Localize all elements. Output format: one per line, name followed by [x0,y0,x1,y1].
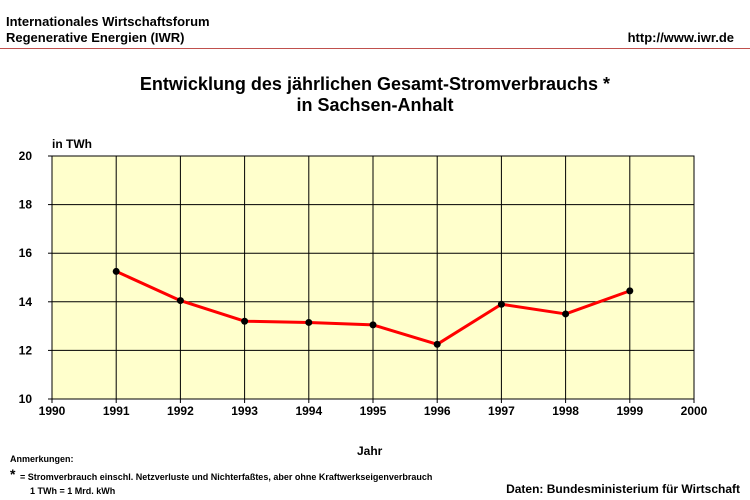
data-point [562,310,570,318]
x-tick-label: 1995 [360,404,387,418]
chart-title-line2: in Sachsen-Anhalt [296,95,454,115]
header-divider [0,48,750,49]
x-tick-label: 1996 [424,404,451,418]
x-tick-label: 1991 [103,404,130,418]
notes-definition: = Stromverbrauch einschl. Netzverluste u… [20,472,433,482]
data-point [626,287,634,295]
data-point [497,300,505,308]
x-tick-label: 1999 [616,404,643,418]
data-point [176,297,184,305]
notes-title: Anmerkungen: [10,454,74,464]
y-tick-label: 10 [19,392,33,406]
y-tick-label: 12 [19,343,33,357]
x-tick-label: 2000 [681,404,708,418]
chart-title-line1: Entwicklung des jährlichen Gesamt-Stromv… [139,74,611,94]
data-point [112,267,120,275]
x-tick-label: 1993 [231,404,258,418]
website-url[interactable]: http://www.iwr.de [627,30,734,45]
data-point [305,318,313,326]
chart-title: Entwicklung des jährlichen Gesamt-Stromv… [0,74,750,116]
data-point [241,317,249,325]
y-tick-label: 18 [19,198,33,212]
y-tick-label: 14 [19,295,33,309]
x-axis-label: Jahr [357,444,383,458]
data-source: Daten: Bundesministerium für Wirtschaft [506,482,740,496]
notes-unit-conversion: 1 TWh = 1 Mrd. kWh [30,486,116,496]
x-tick-label: 1992 [167,404,194,418]
y-tick-label: 16 [19,246,33,260]
data-point [369,321,377,329]
y-axis-label: in TWh [52,137,92,151]
organization-line2: Regenerative Energien (IWR) [6,30,185,45]
data-point [433,340,441,348]
notes-asterisk: * [10,466,16,482]
organization-name: Internationales Wirtschaftsforum Regener… [6,14,210,46]
x-tick-label: 1998 [552,404,579,418]
organization-line1: Internationales Wirtschaftsforum [6,14,210,29]
x-tick-label: 1997 [488,404,515,418]
x-tick-label: 1994 [295,404,322,418]
y-tick-label: 20 [19,149,33,163]
x-tick-label: 1990 [39,404,66,418]
